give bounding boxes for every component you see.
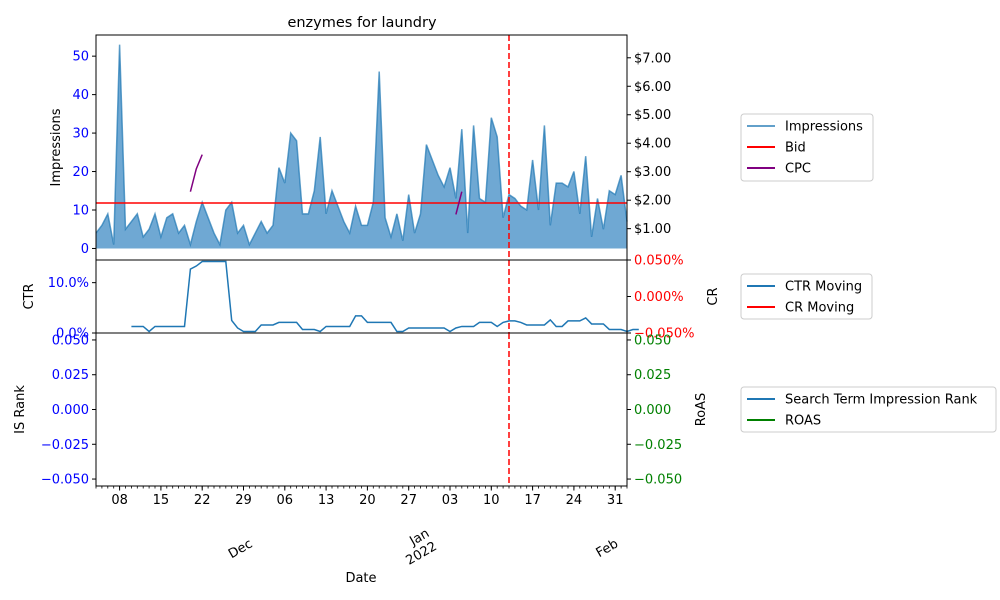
legend-label: Impressions [785,120,863,135]
legend-label: CPC [785,162,811,177]
y-axis-label-left: Impressions [49,108,64,186]
x-tick-label: 08 [111,493,128,508]
y-tick-label-right: 0.000% [634,290,684,305]
series-ctr-moving-line [131,260,639,333]
y-axis-label-left: IS Rank [13,385,28,434]
y-tick-label-right: 0.000 [634,403,671,418]
y-tick-label-left: 0.025 [52,368,89,383]
panel-top: 0 10 20 30 40 50 $1.00 $2.00 $3.00 $4.00 $5.00 $6.0… [49,34,874,261]
x-month-label: Feb [594,536,621,561]
legend-middle: CTR Moving CR Moving [740,273,873,320]
y-tick-label-right: −0.050% [634,327,694,342]
legend-bottom: Search Term Impression Rank ROAS [740,386,997,433]
x-tick-label: 24 [566,493,583,508]
panels: 0 10 20 30 40 50 $1.00 $2.00 $3.00 $4.00 $5.00 $6.0… [13,34,997,569]
legend-box [740,113,874,182]
x-month-label: Jan2022 [396,526,440,569]
series-cpc-segment [455,191,463,215]
series-impressions-line [95,44,628,248]
x-tick-label: 15 [153,493,170,508]
chart-title: enzymes for laundry [287,15,437,31]
legend-label: CTR Moving [785,280,862,295]
y-axis-label-left: CTR [22,283,37,309]
y-tick-label-left: −0.025 [41,438,89,453]
y-tick-label-left: 0.050 [52,333,89,348]
x-month-label-line: Feb [594,536,621,561]
x-axis: 08 15 22 29 06 13 20 27 03 10 17 24 31 Dec Jan2022 Feb [95,486,628,569]
x-tick-label: 27 [400,493,417,508]
x-tick-label: 22 [194,493,211,508]
y-axis-label-right: RoAS [694,393,709,427]
x-month-label: Dec [226,536,255,562]
panel-bottom: −0.050 −0.025 0.000 0.025 0.050 −0.050 −0.025 0… [13,332,997,488]
y-tick-label-left: 0.000 [52,403,89,418]
y-axis-label-right: CR [706,287,721,305]
y-tick-label-right: $4.00 [634,137,671,152]
y-tick-label-right: 0.050% [634,254,684,269]
y-tick-label-right: $3.00 [634,165,671,180]
legend-top: Impressions Bid CPC [740,113,874,182]
y-tick-label-right: $7.00 [634,51,671,66]
y-tick-label-right: −0.050 [634,473,682,488]
y-tick-label-right: 0.050 [634,333,671,348]
x-tick-label: 13 [318,493,335,508]
y-tick-label-left: 40 [72,88,89,103]
y-tick-label-left: 10.0% [48,276,89,291]
x-tick-label: 06 [277,493,294,508]
legend-label: Search Term Impression Rank [785,393,978,408]
panel-frame [95,332,628,487]
x-tick-label: 31 [607,493,624,508]
y-tick-label-left: 20 [72,165,89,180]
y-tick-label-right: $5.00 [634,108,671,123]
y-tick-label-right: $6.00 [634,80,671,95]
y-tick-label-left: −0.050 [41,473,89,488]
y-tick-label-right: −0.025 [634,438,682,453]
legend-label: Bid [785,141,806,156]
x-axis-label: Date [345,571,376,586]
y-tick-label-left: 0.0% [56,327,89,342]
y-tick-label-right: 0.025 [634,368,671,383]
y-tick-label-right: $2.00 [634,194,671,209]
y-tick-label-right: $1.00 [634,222,671,237]
panel-middle: 0.0% 10.0% −0.050% 0.000% 0.050% CTR CR CTR Mov… [22,254,873,342]
x-tick-label: 03 [442,493,459,508]
x-tick-label: 20 [359,493,376,508]
y-tick-label-left: 30 [72,127,89,142]
x-tick-label: 10 [483,493,500,508]
y-tick-label-left: 50 [72,50,89,65]
series-cpc-segment [189,154,203,192]
y-tick-label-left: 0 [81,242,89,257]
legend-label: CR Moving [785,301,854,316]
x-tick-label: 17 [524,493,541,508]
legend-box [740,386,997,433]
series-impressions-area [96,44,627,249]
x-month-label-line: Dec [226,536,255,562]
y-tick-label-left: 10 [72,204,89,219]
x-tick-label: 29 [235,493,252,508]
legend-label: ROAS [785,414,821,429]
